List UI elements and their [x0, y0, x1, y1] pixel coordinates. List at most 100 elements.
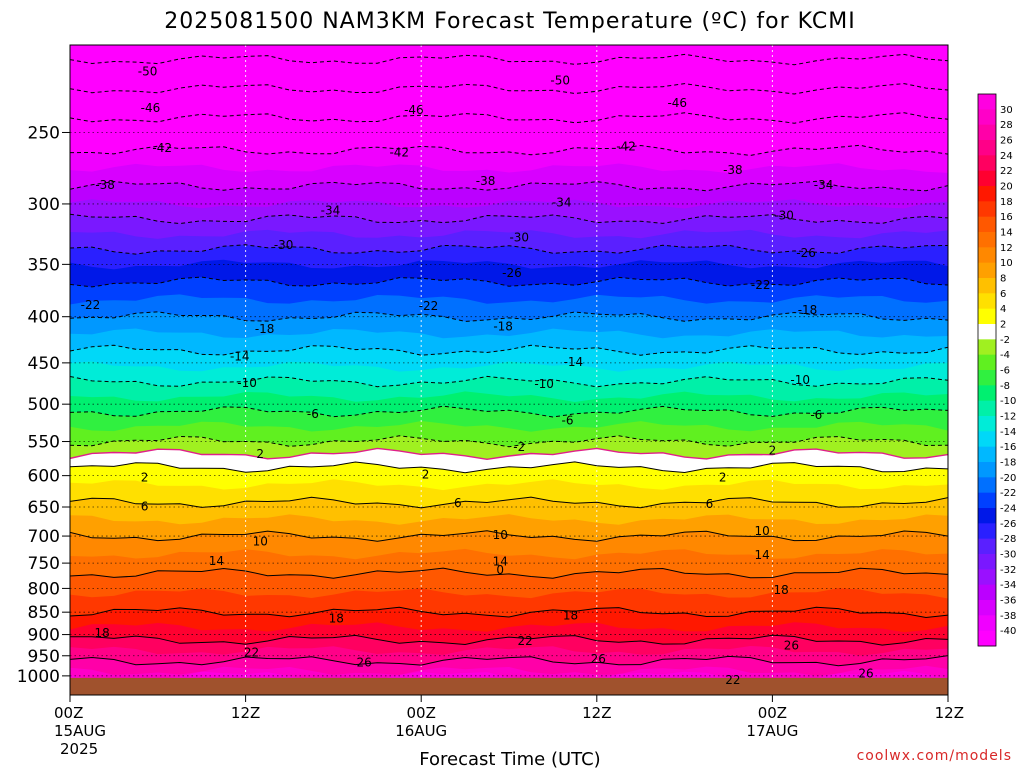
colorbar-label: -40 [1000, 626, 1016, 637]
contour-label: -46 [404, 103, 424, 117]
contour-label: 6 [141, 499, 149, 513]
contour-label: -10 [534, 377, 554, 391]
isotherm-line [70, 530, 948, 542]
colorbar-label: 18 [1000, 197, 1013, 208]
contour-label: -42 [616, 139, 636, 153]
colorbar-swatch [978, 385, 996, 402]
contour-label: 18 [95, 626, 110, 640]
isotherm-line [70, 83, 948, 95]
contour-label: 26 [858, 667, 873, 681]
contour-label: -50 [550, 74, 570, 88]
contour-label: -34 [321, 203, 341, 217]
colorbar-label: 28 [1000, 120, 1013, 131]
isotherm-line [70, 405, 948, 418]
colorbar-swatch [978, 140, 996, 156]
x-tick-label: 12Z [582, 704, 611, 722]
colorbar-label: -10 [1000, 396, 1016, 407]
contour-label: -26 [502, 266, 522, 280]
colorbar-swatch [978, 247, 996, 264]
colorbar-swatch [978, 416, 996, 432]
contour-label: -26 [796, 246, 816, 260]
contour-label: -18 [798, 303, 818, 317]
colorbar-label: -34 [1000, 580, 1016, 591]
colorbar-swatch [978, 324, 996, 340]
contour-label: -38 [95, 178, 115, 192]
colorbar-swatch [978, 216, 996, 233]
y-tick-label: 600 [28, 467, 60, 487]
contour-label: -6 [562, 413, 574, 427]
contour-label: -42 [152, 141, 172, 155]
plot-frame [69, 44, 949, 696]
isotherm-line [70, 276, 948, 288]
colorbar-swatch [978, 109, 996, 126]
contour-label: -22 [81, 298, 101, 312]
colorbar-label: -12 [1000, 412, 1016, 423]
contour-label: 6 [706, 497, 714, 511]
contour-label: 10 [493, 528, 508, 542]
colorbar-label: 2 [1000, 320, 1006, 331]
contour-label: 6 [454, 496, 462, 510]
isotherm-line [70, 180, 948, 192]
contour-label: -10 [237, 376, 257, 390]
colorbar-label: -32 [1000, 565, 1016, 576]
contour-label: -34 [552, 196, 572, 210]
contour-label: 26 [784, 638, 799, 652]
colorbar-label: -14 [1000, 427, 1016, 438]
colorbar-label: 22 [1000, 166, 1013, 177]
colorbar-swatch [978, 431, 996, 448]
contour-label: -18 [255, 322, 275, 336]
x-tick-label: 00Z [758, 704, 787, 722]
colorbar-label: 26 [1000, 136, 1013, 147]
colorbar-swatch [978, 446, 996, 463]
colorbar-swatch [978, 339, 996, 356]
colorbar-swatch [978, 186, 996, 202]
colorbar-label: -20 [1000, 473, 1016, 484]
isotherm-line [70, 112, 948, 124]
colorbar-swatch [978, 370, 996, 386]
contour-label: -34 [814, 178, 834, 192]
y-tick-label: 400 [28, 308, 60, 328]
colorbar-swatch [978, 600, 996, 616]
colorbar-label: 20 [1000, 182, 1013, 193]
isotherm-line [70, 244, 948, 255]
colorbar-label: -30 [1000, 550, 1016, 561]
contour-label: -30 [774, 209, 794, 223]
colorbar-swatch [978, 308, 996, 325]
colorbar-label: -26 [1000, 519, 1016, 530]
colorbar-label: -24 [1000, 504, 1016, 515]
colorbar-label: 10 [1000, 258, 1013, 269]
colorbar-label: 12 [1000, 243, 1013, 254]
contour-label: -10 [790, 373, 810, 387]
contour-label: 22 [517, 634, 532, 648]
contour-label: 2 [256, 447, 264, 461]
colorbar-label: 24 [1000, 151, 1013, 162]
isotherm-line [70, 144, 948, 156]
colorbar-swatch [978, 538, 996, 555]
colorbar-swatch [978, 630, 996, 647]
colorbar-swatch [978, 354, 996, 371]
colorbar-swatch [978, 523, 996, 540]
freezing-line [70, 447, 948, 461]
y-tick-label: 850 [28, 603, 60, 623]
contour-label: -14 [230, 350, 250, 364]
contour-label: 10 [755, 524, 770, 538]
colorbar-label: 6 [1000, 289, 1006, 300]
colorbar-swatch [978, 278, 996, 294]
colorbar-label: 16 [1000, 212, 1013, 223]
colorbar-label: -22 [1000, 488, 1016, 499]
contour-label: -22 [751, 278, 771, 292]
contour-label: -46 [667, 96, 687, 110]
isotherm-line [70, 375, 948, 388]
y-tick-label: 450 [28, 354, 60, 374]
colorbar-label: -4 [1000, 350, 1010, 361]
colorbar-swatch [978, 232, 996, 248]
contour-label: -30 [509, 231, 529, 245]
contour-label: -46 [141, 101, 161, 115]
colorbar-swatch [978, 400, 996, 417]
isotherm-line [70, 344, 948, 356]
colorbar-swatch [978, 477, 996, 494]
x-tick-year: 2025 [60, 740, 98, 758]
contour-label: -18 [493, 319, 513, 333]
contour-label: 0 [496, 563, 504, 577]
